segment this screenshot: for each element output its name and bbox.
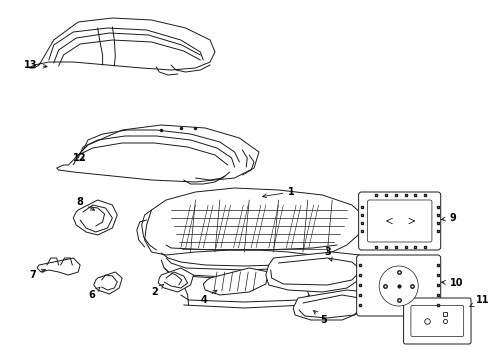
Text: 6: 6 [88, 287, 100, 300]
Text: 12: 12 [74, 153, 87, 163]
Polygon shape [158, 268, 194, 292]
Text: 4: 4 [200, 290, 217, 305]
Text: 7: 7 [29, 269, 46, 280]
Text: 9: 9 [441, 213, 456, 223]
Polygon shape [203, 268, 269, 295]
Polygon shape [266, 252, 367, 292]
Text: 2: 2 [151, 284, 163, 297]
Polygon shape [57, 125, 259, 182]
Text: 1: 1 [263, 187, 295, 198]
Polygon shape [293, 290, 369, 320]
FancyBboxPatch shape [368, 200, 432, 242]
FancyBboxPatch shape [411, 306, 464, 337]
Text: 3: 3 [324, 247, 332, 261]
Polygon shape [74, 200, 117, 235]
Polygon shape [145, 188, 367, 255]
Polygon shape [94, 272, 122, 294]
FancyBboxPatch shape [404, 298, 471, 344]
Polygon shape [37, 258, 80, 275]
Text: 13: 13 [24, 60, 47, 70]
FancyBboxPatch shape [357, 255, 441, 316]
Circle shape [379, 266, 418, 306]
Text: 11: 11 [470, 295, 490, 307]
Text: 10: 10 [441, 278, 463, 288]
Text: 8: 8 [76, 197, 95, 210]
FancyBboxPatch shape [359, 192, 441, 250]
Text: 5: 5 [314, 311, 327, 325]
Polygon shape [29, 18, 215, 70]
